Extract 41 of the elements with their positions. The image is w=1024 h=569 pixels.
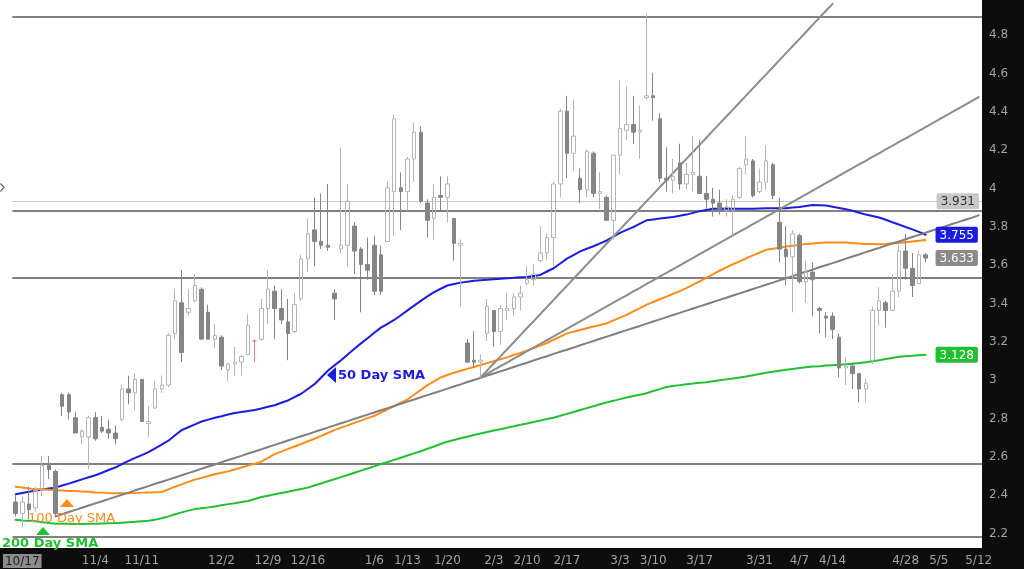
x-tick-label: 12/2 — [208, 553, 235, 567]
data-label: 3.128 — [939, 347, 974, 362]
x-tick-label: 2/10 — [513, 553, 541, 567]
y-tick-label: 4.4 — [989, 104, 1009, 119]
x-tick-label: 11/11 — [124, 553, 160, 567]
x-tick-label: 3/31 — [746, 553, 773, 567]
x-tick-label: 5/12 — [965, 553, 993, 567]
x-tick-label: 3/10 — [639, 553, 667, 567]
x-tick-label: 3/17 — [686, 553, 714, 567]
y-tick-label: 3 — [989, 372, 997, 387]
y-tick-label: 3.6 — [989, 257, 1009, 272]
x-tick-label: 3/3 — [610, 553, 630, 567]
y-tick-label: 4.2 — [989, 142, 1009, 157]
x-tick-label: 10/17 — [4, 554, 40, 568]
y-tick-label: 4.8 — [989, 27, 1009, 42]
legend-label: 200 Day SMA — [2, 535, 99, 551]
x-tick-label: 2/17 — [553, 553, 581, 567]
x-tick-label: 11/4 — [81, 553, 109, 567]
y-tick-label: 2.2 — [989, 525, 1009, 540]
x-tick-label: 4/14 — [819, 553, 847, 567]
data-label: 3.755 — [939, 227, 974, 242]
y-tick-label: 3.8 — [989, 219, 1009, 234]
x-tick-label: 1/20 — [433, 553, 461, 567]
x-tick-label: 5/5 — [929, 553, 949, 567]
y-tick-label: 3.2 — [989, 334, 1009, 349]
x-tick-label: 1/6 — [364, 553, 384, 567]
x-tick-label: 4/7 — [789, 553, 810, 567]
y-tick-label: 4.6 — [989, 65, 1009, 80]
series-label: 50 Day SMA — [338, 367, 426, 383]
y-tick-label: 4 — [989, 180, 997, 195]
x-tick-label: 2/3 — [484, 553, 504, 567]
y-tick-label: 3.4 — [989, 295, 1009, 310]
x-tick-label: 12/16 — [290, 553, 326, 567]
x-tick-label: 1/13 — [394, 553, 421, 567]
ref-line-label: 3.931 — [940, 194, 975, 209]
x-tick-label: 4/28 — [892, 553, 920, 567]
annotation: 3.633 — [939, 251, 974, 266]
y-tick-label: 2.4 — [989, 487, 1009, 502]
y-tick-label: 2.6 — [989, 449, 1009, 464]
y-tick-label: 2.8 — [989, 410, 1009, 425]
x-tick-label: 12/9 — [254, 553, 282, 567]
